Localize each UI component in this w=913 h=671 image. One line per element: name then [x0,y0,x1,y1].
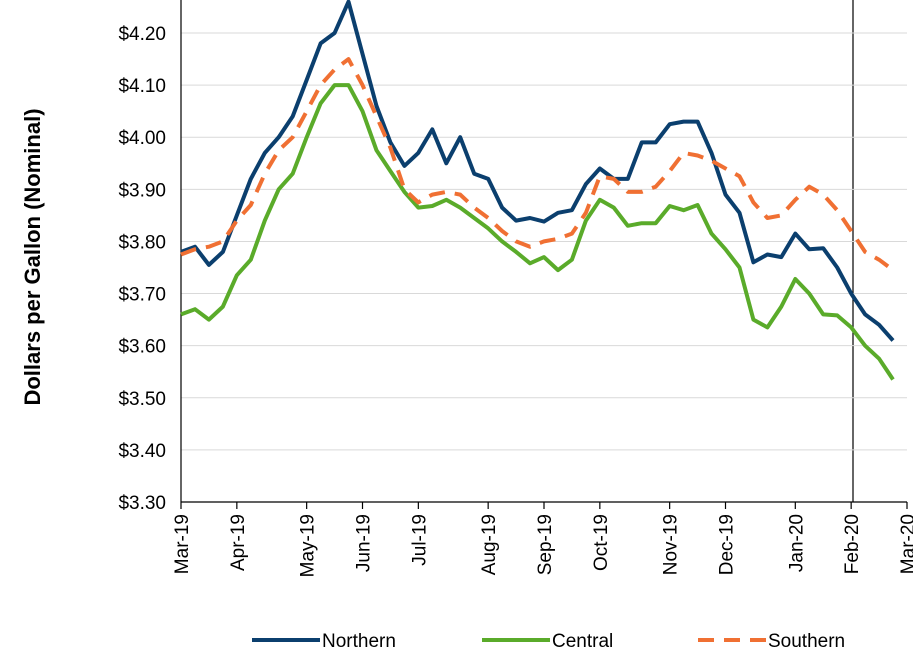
x-tick-label: Jun-19 [354,514,375,572]
x-tick-label: Aug-19 [479,514,500,575]
x-tick-label: Mar-20 [898,514,913,574]
x-tick-label: Oct-19 [591,514,612,571]
y-tick-label: $3.30 [118,493,166,514]
x-tick-label: Jul-19 [409,514,430,566]
y-tick-label: $4.10 [118,76,166,97]
y-tick-label: $3.70 [118,285,166,306]
series-line [180,83,895,381]
y-tick-label: $4.00 [118,128,166,149]
y-tick-label: $3.80 [118,232,166,253]
x-tick-label: May-19 [298,514,319,577]
x-tick-label: Sep-19 [535,514,556,575]
y-tick-label: $3.60 [118,337,166,358]
y-tick-label: $3.50 [118,389,166,410]
y-tick-label: $3.40 [118,441,166,462]
series-line [180,57,895,272]
x-tick-label: Feb-20 [842,514,863,574]
legend-label: Central [552,631,613,652]
legend-label: Northern [322,631,396,652]
legend-label: Southern [768,631,845,652]
series-line [180,0,895,342]
x-tick-label: Dec-19 [717,514,738,575]
x-tick-label: Mar-19 [172,514,193,574]
x-tick-label: Apr-19 [228,514,249,571]
y-axis-label: Dollars per Gallon (Nominal) [20,108,45,405]
y-tick-label: $4.20 [118,24,166,45]
x-tick-label: Nov-19 [661,514,682,575]
x-tick-label: Jan-20 [786,514,807,572]
y-tick-label: $3.90 [118,180,166,201]
